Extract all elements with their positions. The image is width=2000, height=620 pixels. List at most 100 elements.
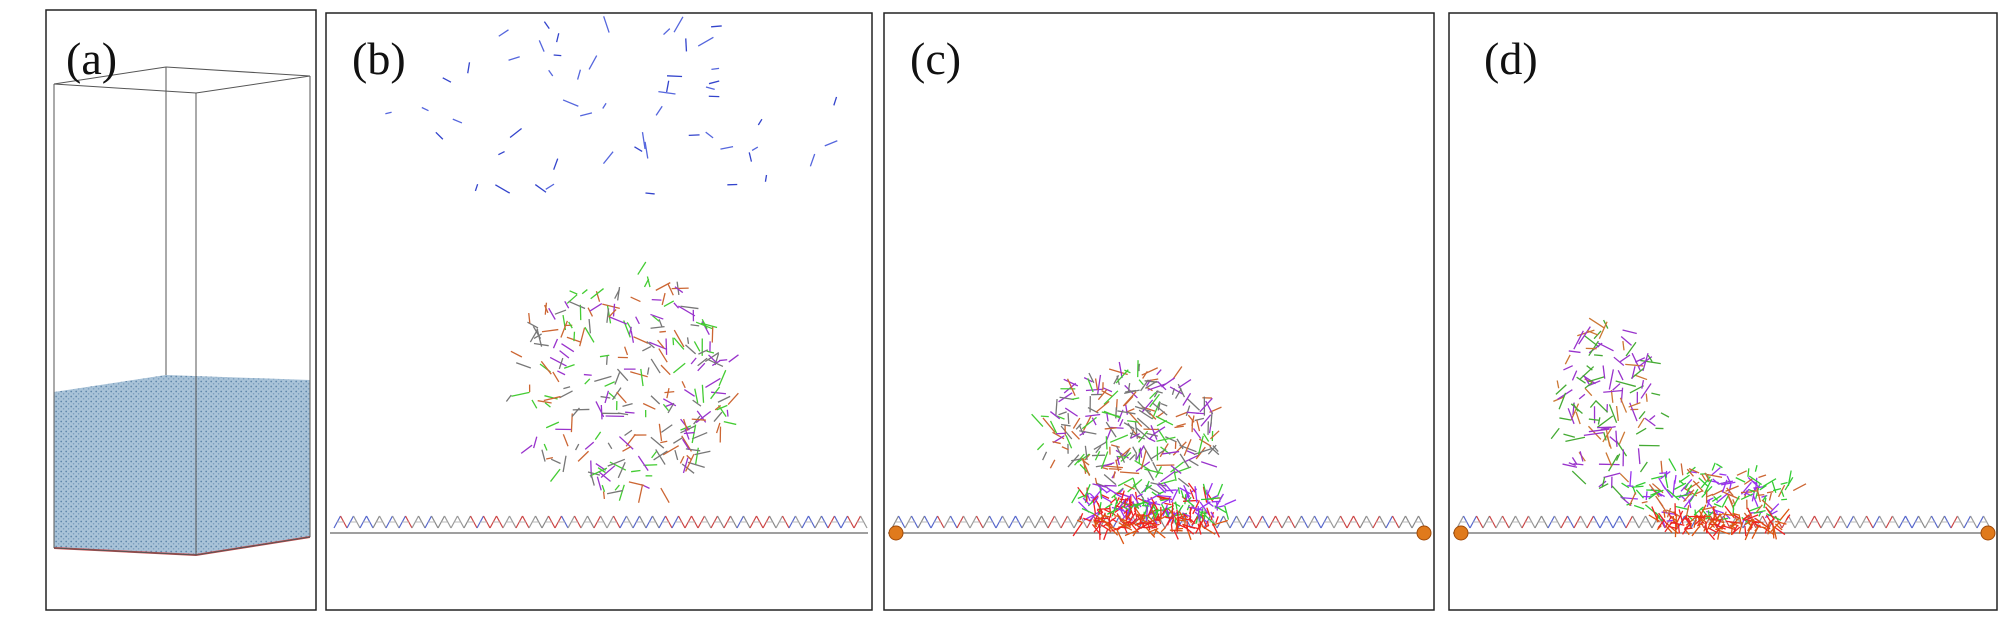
bond <box>634 146 643 152</box>
bond <box>509 127 522 139</box>
bond <box>662 398 677 407</box>
bond <box>543 21 550 30</box>
bond <box>663 28 671 36</box>
bond <box>1711 462 1716 471</box>
bond <box>658 348 668 363</box>
bond <box>1189 489 1195 500</box>
bond <box>1573 330 1584 350</box>
bond <box>1762 478 1777 488</box>
bond <box>1145 527 1156 538</box>
bond <box>1612 383 1621 391</box>
bond <box>650 436 665 449</box>
bond <box>1668 525 1678 530</box>
bond <box>511 391 530 397</box>
bond <box>650 395 661 405</box>
bond <box>1215 493 1225 509</box>
bond <box>1666 509 1675 514</box>
bond <box>1106 412 1109 422</box>
bond <box>1093 441 1108 450</box>
bond <box>1567 408 1575 425</box>
bond <box>642 402 656 410</box>
bond <box>1138 379 1144 386</box>
bond <box>1746 507 1753 517</box>
bond <box>1120 490 1125 503</box>
bond <box>596 476 602 491</box>
bond <box>681 463 695 474</box>
bond <box>1063 378 1079 387</box>
bond <box>1092 483 1107 488</box>
bond <box>548 307 556 320</box>
bond <box>1165 436 1177 443</box>
bond <box>1120 505 1132 512</box>
bond <box>662 403 669 412</box>
bond <box>587 307 594 317</box>
bond <box>685 453 695 472</box>
bond <box>1748 475 1762 486</box>
bond <box>705 377 721 389</box>
bond <box>1666 507 1672 518</box>
bond <box>1084 445 1088 461</box>
bond <box>452 118 463 124</box>
bond <box>672 337 675 346</box>
bond <box>498 29 509 37</box>
bond <box>1203 524 1210 530</box>
bond <box>1121 523 1128 528</box>
bond <box>1171 388 1175 395</box>
bond <box>1647 354 1653 362</box>
bond <box>1666 488 1680 501</box>
bond <box>1224 505 1230 520</box>
bond <box>1108 468 1122 471</box>
bond <box>1146 432 1159 437</box>
bond <box>1202 486 1208 503</box>
bond <box>1608 404 1618 423</box>
bond <box>1141 399 1154 413</box>
bond <box>809 153 816 167</box>
bond <box>1179 487 1192 495</box>
bond <box>1658 512 1669 526</box>
bond <box>1705 521 1708 534</box>
bond <box>1101 466 1109 470</box>
bond <box>1584 387 1593 397</box>
panel-label: (a) <box>66 33 117 84</box>
bond <box>664 403 674 408</box>
bond <box>1738 514 1743 526</box>
bond <box>1094 450 1101 461</box>
bond <box>1185 405 1191 416</box>
bond <box>1144 480 1150 493</box>
bond <box>571 407 580 418</box>
bond <box>1207 493 1214 503</box>
bond <box>1064 407 1078 417</box>
bond <box>1055 398 1058 416</box>
bond <box>1766 491 1774 494</box>
bond <box>1103 410 1122 419</box>
bond <box>1775 520 1787 525</box>
bond <box>1106 507 1119 515</box>
bond <box>701 384 705 403</box>
bond <box>677 305 696 317</box>
bond <box>1620 336 1632 346</box>
bond <box>1756 487 1762 503</box>
bond <box>584 326 595 343</box>
bond <box>1716 493 1728 504</box>
bond <box>1056 415 1065 420</box>
bond <box>1598 321 1608 340</box>
bond <box>1109 434 1129 443</box>
bond <box>1115 369 1129 384</box>
bond <box>698 349 709 355</box>
bond <box>1161 450 1180 455</box>
bond <box>53 547 197 556</box>
bond <box>1619 473 1630 483</box>
bond <box>618 484 625 501</box>
bond <box>1092 495 1099 501</box>
bond <box>1129 412 1143 427</box>
bond <box>1079 512 1084 521</box>
bond <box>658 319 663 328</box>
bond <box>1147 437 1156 443</box>
bond <box>616 391 627 404</box>
bond <box>1129 429 1135 439</box>
bond <box>682 418 689 431</box>
bond <box>1084 483 1091 499</box>
bond <box>1061 446 1069 451</box>
bond <box>1600 425 1616 430</box>
bond <box>1111 500 1118 517</box>
